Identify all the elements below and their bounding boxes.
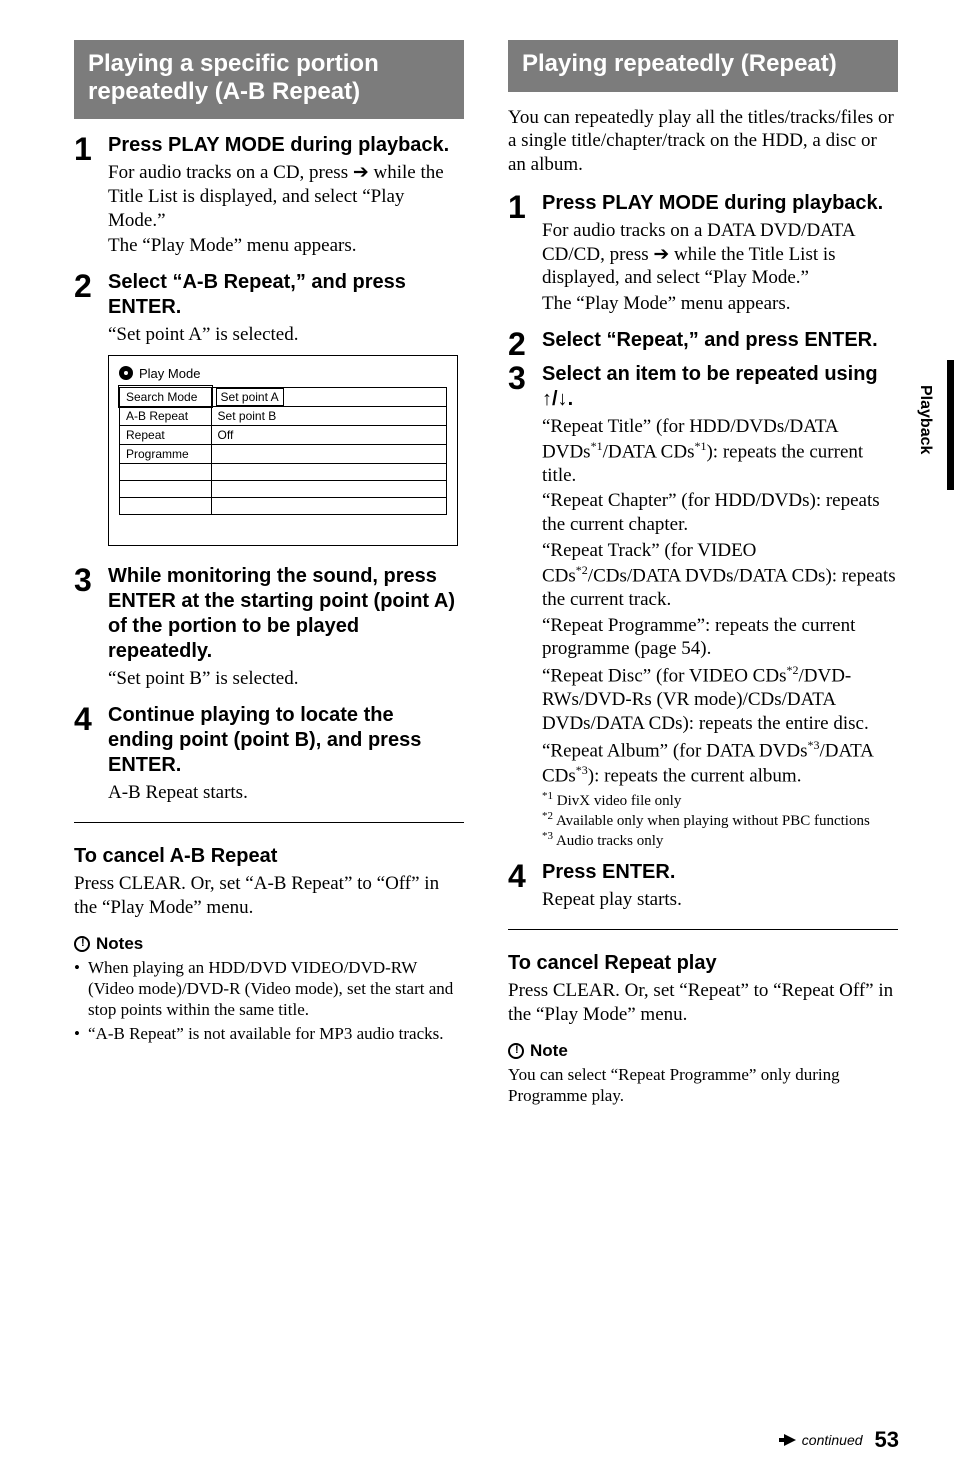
continued-indicator: continued 53	[784, 1427, 899, 1453]
menu-cell	[211, 497, 446, 514]
menu-cell: Set point B	[211, 406, 446, 425]
note-item: When playing an HDD/DVD VIDEO/DVD-RW (Vi…	[74, 957, 464, 1021]
menu-cell	[211, 444, 446, 463]
step-lead: Continue playing to locate the ending po…	[108, 703, 464, 778]
step-para: “Repeat Album” (for DATA DVDs*3/DATA CDs…	[542, 738, 898, 788]
step-number: 4	[74, 703, 108, 807]
notes-list: When playing an HDD/DVD VIDEO/DVD-RW (Vi…	[74, 957, 464, 1044]
repeat-steps: 1 Press PLAY MODE during playback. For a…	[508, 191, 898, 914]
subhead-cancel-ab: To cancel A-B Repeat	[74, 845, 464, 868]
step-lead: While monitoring the sound, press ENTER …	[108, 564, 464, 664]
step-lead: Press ENTER.	[542, 860, 898, 885]
step-lead: Select “Repeat,” and press ENTER.	[542, 328, 898, 353]
step-para: “Repeat Track” (for VIDEO CDs*2/CDs/DATA…	[542, 539, 898, 612]
step-para: A-B Repeat starts.	[108, 781, 464, 805]
step-number: 2	[74, 270, 108, 554]
arrow-right-icon	[784, 1434, 796, 1446]
step-para: “Repeat Disc” (for VIDEO CDs*2/DVD-RWs/D…	[542, 663, 898, 736]
disc-icon	[119, 366, 133, 380]
continued-label: continued	[802, 1432, 863, 1448]
step-number: 1	[74, 133, 108, 260]
step-lead: Press PLAY MODE during playback.	[542, 191, 898, 216]
step-para: Repeat play starts.	[542, 888, 898, 912]
left-column: Playing a specific portion repeatedly (A…	[74, 40, 464, 1108]
section-heading-ab-repeat: Playing a specific portion repeatedly (A…	[74, 40, 464, 119]
page-number: 53	[875, 1427, 899, 1453]
menu-cell: A-B Repeat	[120, 406, 212, 425]
step-lead: Select an item to be repeated using ↑/↓.	[542, 362, 898, 412]
step-number: 3	[74, 564, 108, 693]
section-heading-repeat: Playing repeatedly (Repeat)	[508, 40, 898, 92]
play-mode-menu-screenshot: Play Mode Search ModeSet point A A-B Rep…	[108, 355, 458, 546]
step-para: “Repeat Title” (for HDD/DVDs/DATA DVDs*1…	[542, 415, 898, 488]
menu-cell: Programme	[120, 444, 212, 463]
step-lead: Select “A-B Repeat,” and press ENTER.	[108, 270, 464, 320]
menu-cell: Repeat	[120, 425, 212, 444]
step-para: For audio tracks on a DATA DVD/DATA CD/C…	[542, 219, 898, 290]
sub-para: Press CLEAR. Or, set “Repeat” to “Repeat…	[508, 979, 898, 1027]
right-column: Playing repeatedly (Repeat) You can repe…	[508, 40, 898, 1108]
subhead-cancel-repeat: To cancel Repeat play	[508, 952, 898, 975]
step-para: The “Play Mode” menu appears.	[108, 234, 464, 258]
footnote: *3 Audio tracks only	[542, 830, 898, 850]
step-para: For audio tracks on a CD, press ➔ while …	[108, 161, 464, 232]
step-number: 4	[508, 860, 542, 914]
note-item: You can select “Repeat Programme” only d…	[508, 1064, 898, 1107]
step-number: 3	[508, 362, 542, 850]
step-number: 1	[508, 191, 542, 318]
step-para: “Repeat Chapter” (for HDD/DVDs): repeats…	[542, 489, 898, 537]
note-icon	[74, 936, 90, 952]
menu-cell	[120, 497, 212, 514]
menu-cell	[120, 463, 212, 480]
side-tab-bar	[947, 360, 954, 490]
menu-cell	[211, 480, 446, 497]
intro-para: You can repeatedly play all the titles/t…	[508, 106, 898, 177]
step-number: 2	[508, 328, 542, 360]
menu-cell	[120, 480, 212, 497]
step-para: “Set point B” is selected.	[108, 667, 464, 691]
step-lead: Press PLAY MODE during playback.	[108, 133, 464, 158]
footnote: *2 Available only when playing without P…	[542, 810, 898, 830]
menu-title: Play Mode	[139, 366, 200, 381]
menu-cell: Off	[211, 425, 446, 444]
step-para: The “Play Mode” menu appears.	[542, 292, 898, 316]
note-item: “A-B Repeat” is not available for MP3 au…	[74, 1023, 464, 1044]
step-para: “Repeat Programme”: repeats the current …	[542, 614, 898, 662]
note-icon	[508, 1043, 524, 1059]
notes-heading: Note	[530, 1041, 568, 1061]
notes-heading: Notes	[96, 934, 143, 954]
menu-cell: Set point A	[211, 387, 446, 406]
ab-steps: 1 Press PLAY MODE during playback. For a…	[74, 133, 464, 806]
side-tab-label: Playback	[916, 385, 934, 454]
footnote: *1 DivX video file only	[542, 790, 898, 810]
menu-cell	[211, 463, 446, 480]
menu-cell: Search Mode	[120, 387, 212, 406]
step-para: “Set point A” is selected.	[108, 323, 464, 347]
sub-para: Press CLEAR. Or, set “A-B Repeat” to “Of…	[74, 872, 464, 920]
